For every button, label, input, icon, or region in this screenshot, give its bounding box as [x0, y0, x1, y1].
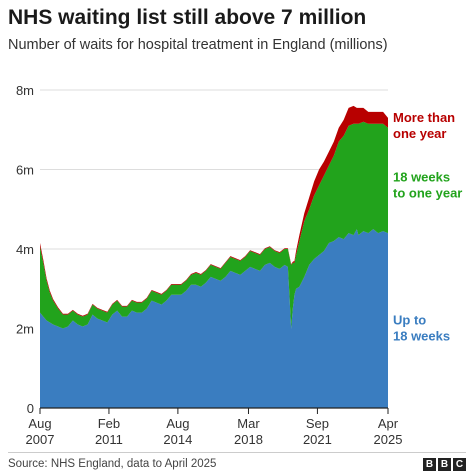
- x-tick-label: Aug: [28, 416, 51, 431]
- chart-subtitle: Number of waits for hospital treatment i…: [8, 37, 388, 53]
- x-tick-label: Sep: [306, 416, 329, 431]
- bbc-logo: B B C: [423, 458, 466, 471]
- stacked-areas: [40, 105, 388, 408]
- logo-letter-b1: B: [423, 458, 436, 471]
- logo-letter-b2: B: [438, 458, 451, 471]
- series-label: 18 weeks: [393, 329, 450, 344]
- x-tick-label: 2011: [95, 432, 123, 447]
- footer-divider: [8, 452, 466, 453]
- series-label: 18 weeks: [393, 169, 450, 184]
- x-tick-label: 2007: [26, 432, 55, 447]
- axes: 02m4m6m8mAug2007Feb2011Aug2014Mar2018Sep…: [16, 83, 403, 447]
- y-tick-label: 2m: [16, 322, 34, 337]
- source-note: Source: NHS England, data to April 2025: [8, 458, 217, 470]
- series-label: Up to: [393, 313, 426, 328]
- y-tick-label: 0: [27, 401, 34, 416]
- series-area: [40, 121, 388, 329]
- series-area: [40, 229, 388, 408]
- x-tick-label: Feb: [98, 416, 120, 431]
- y-tick-label: 6m: [16, 163, 34, 178]
- x-tick-label: Apr: [378, 416, 399, 431]
- x-tick-label: 2018: [234, 432, 263, 447]
- chart-title: NHS waiting list still above 7 million: [8, 6, 367, 29]
- x-tick-label: 2021: [303, 432, 332, 447]
- series-label: More than: [393, 110, 455, 125]
- x-tick-label: 2025: [374, 432, 403, 447]
- series-label: one year: [393, 126, 446, 141]
- y-tick-label: 8m: [16, 83, 34, 98]
- x-tick-label: Mar: [237, 416, 260, 431]
- series-label: to one year: [393, 185, 462, 200]
- logo-letter-c: C: [453, 458, 466, 471]
- y-tick-label: 4m: [16, 242, 34, 257]
- x-tick-label: 2014: [163, 432, 192, 447]
- x-tick-label: Aug: [166, 416, 189, 431]
